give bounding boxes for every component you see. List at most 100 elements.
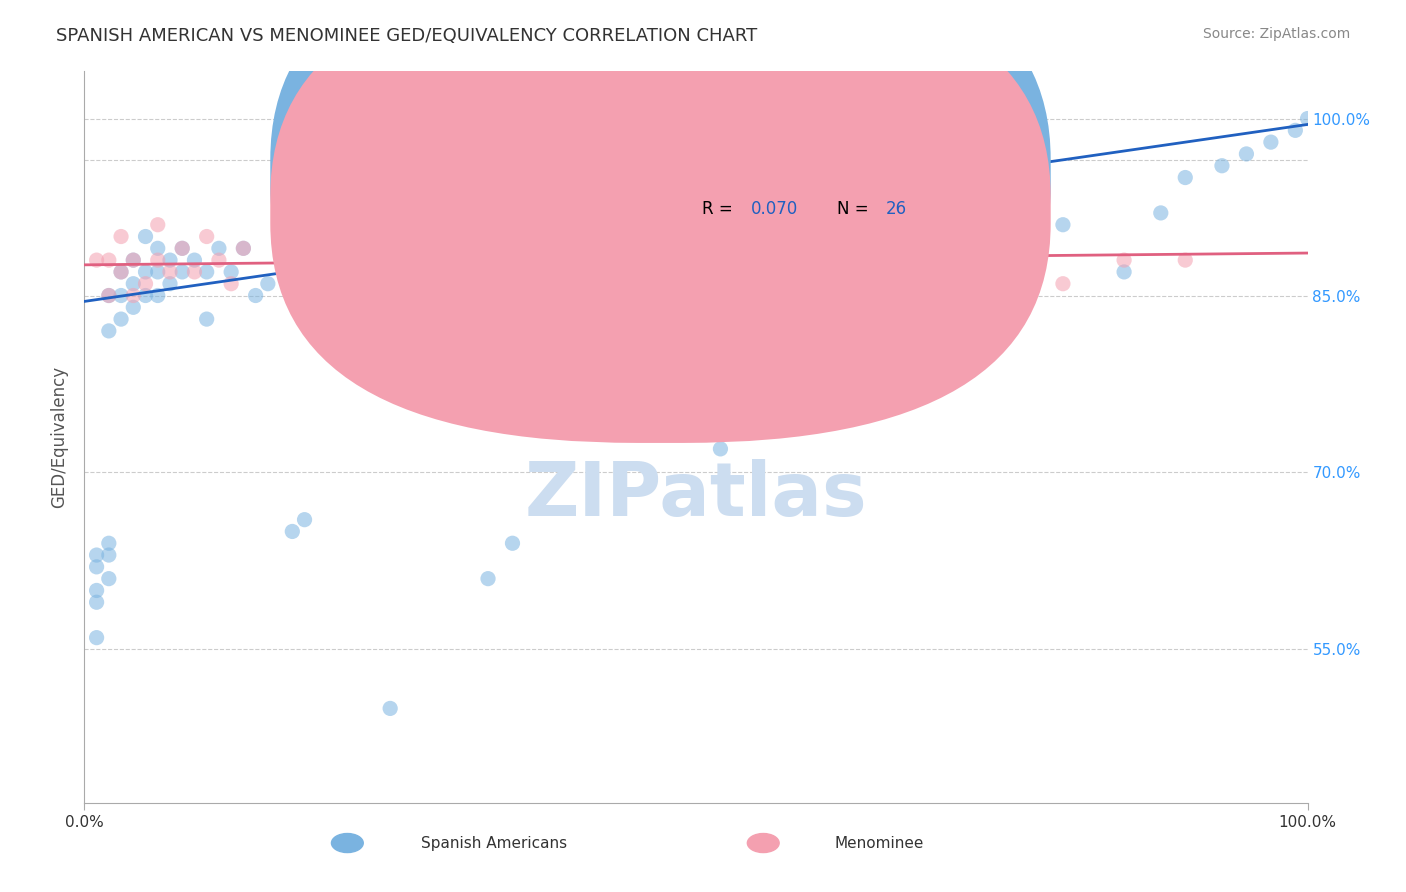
Point	[1150, 206, 1173, 220]
Point	[502, 536, 524, 550]
Point	[86, 253, 108, 268]
Point	[1236, 147, 1258, 161]
Point	[208, 241, 231, 255]
Point	[135, 229, 157, 244]
Text: 59: 59	[886, 163, 907, 181]
Point	[195, 229, 218, 244]
Point	[831, 347, 853, 361]
Point	[281, 524, 304, 539]
Point	[122, 253, 145, 268]
Point	[146, 241, 169, 255]
Point	[122, 277, 145, 291]
Point	[146, 253, 169, 268]
Point	[146, 265, 169, 279]
Point	[538, 265, 561, 279]
Text: R =: R =	[702, 200, 738, 218]
Text: 0.169: 0.169	[751, 163, 799, 181]
Point	[159, 265, 181, 279]
Point	[86, 548, 108, 562]
Point	[86, 583, 108, 598]
Point	[97, 572, 120, 586]
Point	[1211, 159, 1233, 173]
Point	[110, 265, 132, 279]
Point	[1114, 253, 1136, 268]
Point	[1284, 123, 1306, 137]
Point	[257, 277, 280, 291]
Point	[709, 442, 731, 456]
Text: R =: R =	[702, 163, 738, 181]
Point	[269, 241, 291, 255]
Text: Source: ZipAtlas.com: Source: ZipAtlas.com	[1202, 27, 1350, 41]
Point	[1174, 170, 1197, 185]
Point	[342, 301, 364, 315]
Point	[380, 701, 402, 715]
Point	[172, 265, 194, 279]
Point	[86, 559, 108, 574]
Point	[172, 241, 194, 255]
Point	[1052, 218, 1074, 232]
Point	[122, 253, 145, 268]
Point	[110, 265, 132, 279]
Point	[86, 631, 108, 645]
Y-axis label: GED/Equivalency: GED/Equivalency	[51, 366, 69, 508]
Point	[440, 324, 463, 338]
Point	[97, 548, 120, 562]
Point	[869, 359, 891, 374]
Circle shape	[332, 833, 363, 853]
Point	[294, 513, 316, 527]
Point	[807, 407, 830, 421]
Point	[135, 288, 157, 302]
Point	[97, 288, 120, 302]
Point	[195, 265, 218, 279]
Point	[929, 218, 952, 232]
Circle shape	[748, 833, 779, 853]
Point	[97, 324, 120, 338]
Point	[135, 277, 157, 291]
Point	[122, 301, 145, 315]
Point	[747, 253, 769, 268]
Point	[1114, 265, 1136, 279]
Point	[135, 265, 157, 279]
Point	[122, 288, 145, 302]
Point	[929, 277, 952, 291]
Text: 26: 26	[886, 200, 907, 218]
Point	[232, 241, 254, 255]
Text: 0.070: 0.070	[751, 200, 799, 218]
Point	[183, 253, 205, 268]
Point	[159, 253, 181, 268]
Point	[1296, 112, 1319, 126]
Point	[146, 288, 169, 302]
Point	[159, 277, 181, 291]
Point	[183, 265, 205, 279]
Text: ZIPatlas: ZIPatlas	[524, 459, 868, 533]
Point	[146, 218, 169, 232]
Point	[1260, 135, 1282, 149]
Point	[1174, 253, 1197, 268]
Point	[195, 312, 218, 326]
Text: SPANISH AMERICAN VS MENOMINEE GED/EQUIVALENCY CORRELATION CHART: SPANISH AMERICAN VS MENOMINEE GED/EQUIVA…	[56, 27, 758, 45]
Point	[219, 277, 242, 291]
Point	[807, 324, 830, 338]
Point	[869, 265, 891, 279]
Point	[172, 241, 194, 255]
Point	[97, 253, 120, 268]
Point	[318, 324, 340, 338]
Point	[86, 595, 108, 609]
Point	[97, 288, 120, 302]
Point	[110, 288, 132, 302]
FancyBboxPatch shape	[270, 0, 1050, 443]
Point	[110, 229, 132, 244]
Point	[245, 288, 267, 302]
Text: Menominee: Menominee	[835, 836, 924, 851]
Point	[208, 253, 231, 268]
FancyBboxPatch shape	[610, 137, 977, 254]
Point	[1052, 277, 1074, 291]
Text: Spanish Americans: Spanish Americans	[420, 836, 567, 851]
Text: N =: N =	[837, 163, 873, 181]
Point	[232, 241, 254, 255]
Point	[477, 572, 499, 586]
FancyBboxPatch shape	[270, 0, 1050, 407]
Text: N =: N =	[837, 200, 873, 218]
Point	[110, 312, 132, 326]
Point	[97, 536, 120, 550]
